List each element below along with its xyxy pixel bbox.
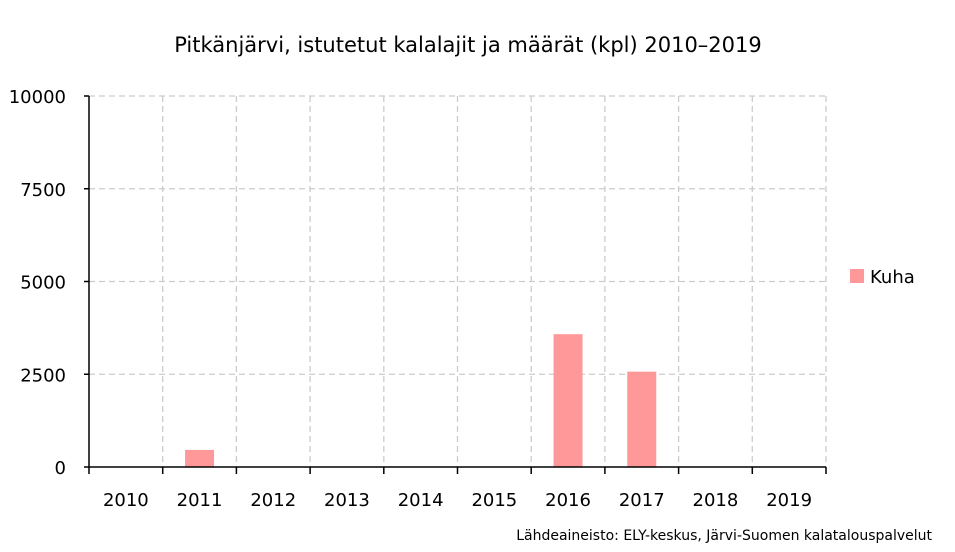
x-tick-label-2016: 2016 <box>545 490 591 511</box>
bar-kuha-2011 <box>185 449 215 467</box>
legend-label-kuha: Kuha <box>870 267 915 288</box>
legend-swatch-kuha <box>850 269 864 283</box>
legend: Kuha <box>850 267 915 288</box>
x-tick-label-2018: 2018 <box>693 490 739 511</box>
y-tick-label-7500: 7500 <box>20 180 66 201</box>
y-axis-ticks: 0 2500 5000 7500 10000 <box>9 87 89 479</box>
source-note: Lähdeaineisto: ELY-keskus, Järvi-Suomen … <box>516 528 932 544</box>
x-tick-label-2015: 2015 <box>471 490 517 511</box>
x-tick-label-2010: 2010 <box>103 490 149 511</box>
y-tick-label-2500: 2500 <box>20 365 66 386</box>
gridlines <box>89 95 827 467</box>
bars <box>185 334 657 467</box>
bar-kuha-2017 <box>627 371 657 467</box>
x-tick-label-2019: 2019 <box>766 490 812 511</box>
x-axis-ticks: 2010 2011 2012 2013 2014 2015 2016 2017 2018 2019 <box>103 490 812 511</box>
x-tick-label-2013: 2013 <box>324 490 370 511</box>
x-tick-label-2014: 2014 <box>398 490 444 511</box>
x-tick-label-2011: 2011 <box>177 490 223 511</box>
chart-title: Pitkänjärvi, istutetut kalalajit ja määr… <box>174 33 762 57</box>
y-tick-label-10000: 10000 <box>9 87 66 108</box>
y-tick-label-5000: 5000 <box>20 273 66 294</box>
bar-kuha-2016 <box>553 334 583 467</box>
x-tick-label-2017: 2017 <box>619 490 665 511</box>
x-tick-label-2012: 2012 <box>250 490 296 511</box>
y-tick-label-0: 0 <box>55 458 66 479</box>
